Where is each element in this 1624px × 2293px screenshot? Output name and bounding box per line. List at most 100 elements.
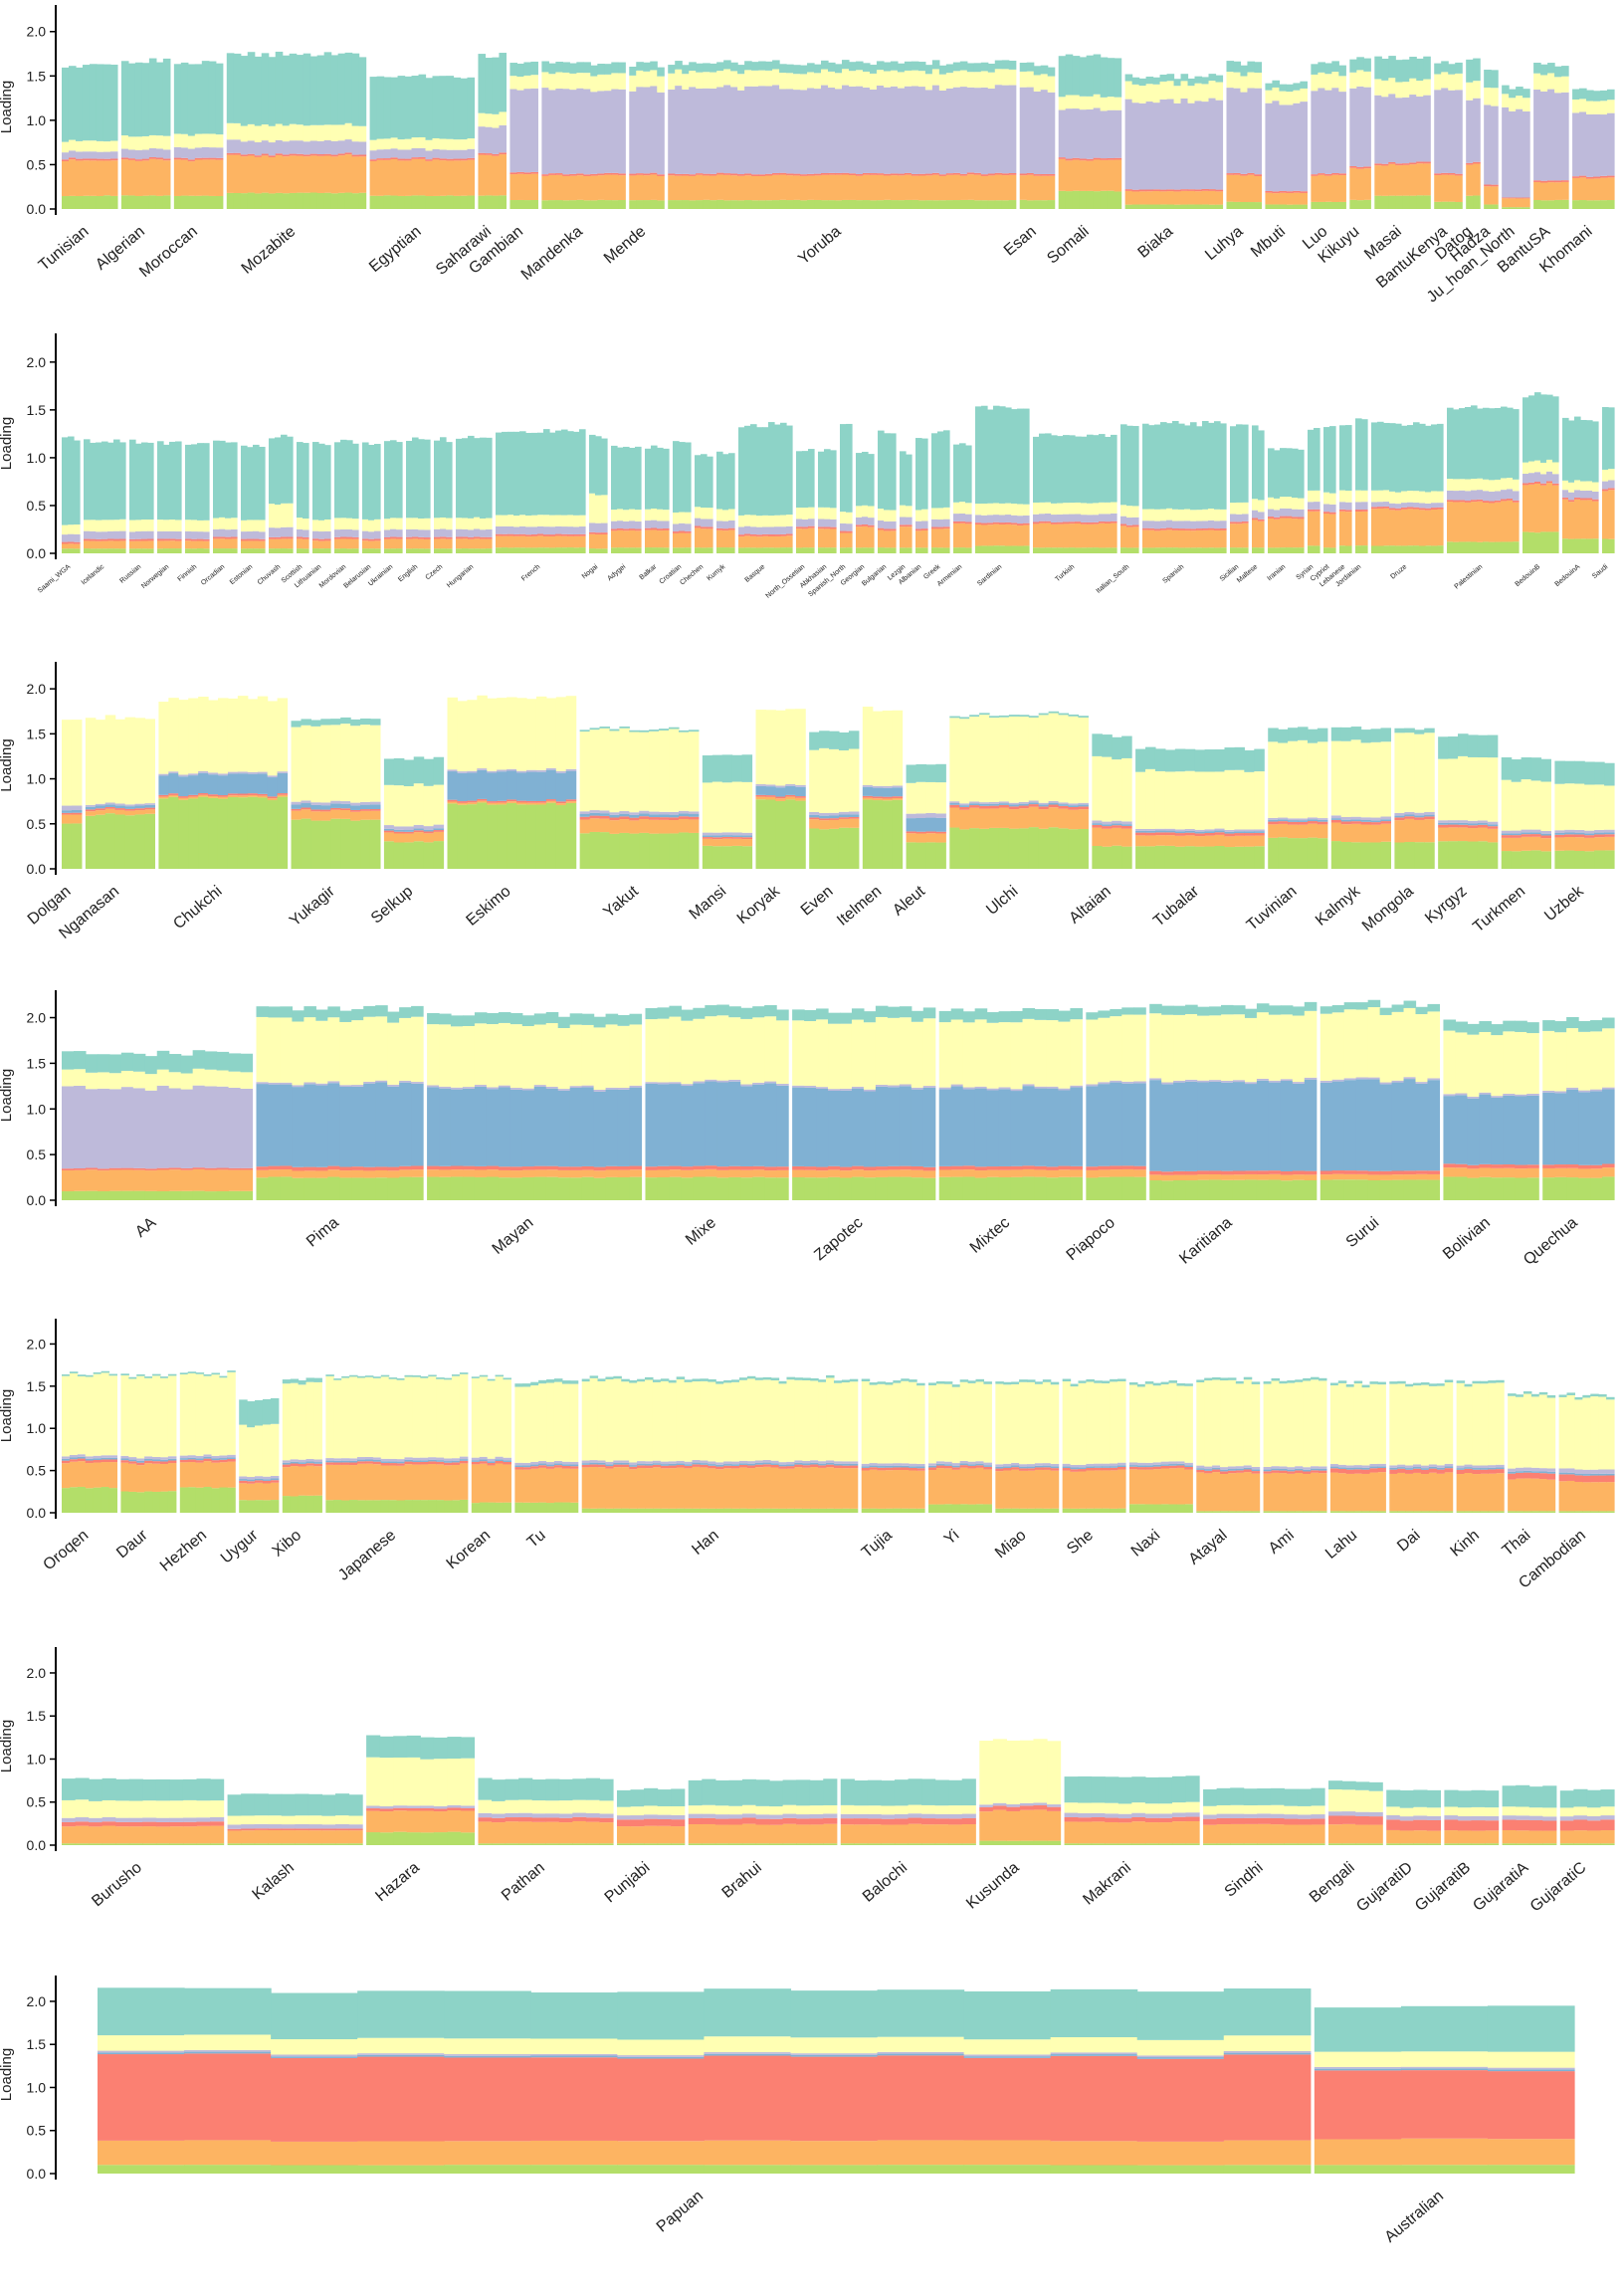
bar-segment bbox=[240, 125, 249, 142]
bar-segment bbox=[1028, 827, 1040, 869]
bar-segment bbox=[233, 122, 242, 140]
bar-segment bbox=[855, 174, 864, 176]
population-label: Saami_WGA bbox=[37, 563, 73, 595]
population-kumyk bbox=[716, 451, 735, 553]
bar-segment bbox=[62, 1069, 75, 1087]
bar-segment bbox=[1380, 819, 1392, 822]
bar-segment bbox=[1566, 1028, 1579, 1088]
bar-segment bbox=[1142, 547, 1149, 553]
bar-segment bbox=[1554, 1164, 1567, 1168]
bar-segment bbox=[462, 538, 469, 549]
bar-segment bbox=[516, 90, 524, 172]
bar-segment bbox=[1584, 784, 1595, 831]
bar-segment bbox=[163, 548, 170, 553]
bar-segment bbox=[998, 807, 1010, 828]
bar-segment bbox=[599, 818, 611, 833]
bar-segment bbox=[1455, 1032, 1468, 1094]
bar-segment bbox=[862, 797, 874, 800]
bar-segment bbox=[102, 195, 111, 209]
bar-segment bbox=[1467, 841, 1479, 869]
bar-segment bbox=[1173, 1082, 1186, 1171]
bar-segment bbox=[477, 798, 488, 801]
bar-segment bbox=[519, 533, 526, 536]
bar-segment bbox=[609, 814, 620, 818]
bar-segment bbox=[159, 1376, 169, 1378]
bar-segment bbox=[423, 831, 435, 834]
bar-segment bbox=[213, 518, 220, 529]
bar-segment bbox=[82, 195, 91, 209]
bar-segment bbox=[509, 89, 518, 173]
bar-segment bbox=[764, 1004, 777, 1017]
bar-segment bbox=[225, 536, 232, 539]
bar-segment bbox=[1121, 825, 1132, 829]
bar-segment bbox=[1230, 523, 1237, 548]
bar-segment bbox=[987, 173, 996, 176]
bar-segment bbox=[84, 520, 91, 531]
bar-segment bbox=[360, 725, 371, 802]
bar-segment bbox=[917, 62, 926, 72]
bar-segment bbox=[167, 1373, 177, 1376]
bar-segment bbox=[185, 444, 192, 521]
bar-segment bbox=[816, 1008, 829, 1020]
bar-segment bbox=[1552, 531, 1559, 553]
bar-segment bbox=[1173, 191, 1182, 205]
bar-segment bbox=[68, 533, 75, 542]
bar-segment bbox=[393, 829, 405, 832]
bar-segment bbox=[872, 796, 884, 799]
bar-segment bbox=[776, 1084, 789, 1086]
y-axis-title: Loading bbox=[0, 1389, 15, 1442]
bar-segment bbox=[635, 521, 642, 529]
bar-segment bbox=[1318, 62, 1325, 73]
bar-segment bbox=[509, 1170, 523, 1178]
bar-segment bbox=[1586, 490, 1593, 499]
bar-segment bbox=[1574, 416, 1581, 481]
bar-segment bbox=[120, 1491, 129, 1513]
bar-segment bbox=[1516, 198, 1523, 208]
bar-segment bbox=[1586, 101, 1594, 114]
bar-segment bbox=[1121, 1007, 1134, 1015]
bar-segment bbox=[1568, 500, 1575, 503]
bar-segment bbox=[1254, 835, 1265, 847]
bar-segment bbox=[1026, 71, 1035, 88]
bar-segment bbox=[201, 133, 210, 147]
bar-segment bbox=[297, 536, 304, 539]
bar-segment bbox=[255, 1399, 264, 1426]
bar-segment bbox=[678, 832, 690, 869]
bar-segment bbox=[303, 538, 309, 549]
population-armenian bbox=[953, 443, 972, 553]
bar-segment bbox=[969, 717, 980, 802]
bar-segment bbox=[1258, 519, 1265, 521]
bar-segment bbox=[316, 192, 325, 209]
bar-segment bbox=[521, 1088, 535, 1091]
bar-segment bbox=[1018, 805, 1030, 809]
bar-segment bbox=[399, 1169, 412, 1177]
bar-segment bbox=[339, 1021, 352, 1086]
bar-segment bbox=[446, 76, 455, 139]
bar-segment bbox=[334, 529, 341, 537]
bar-segment bbox=[237, 696, 249, 772]
bar-segment bbox=[649, 833, 660, 869]
bar-segment bbox=[1374, 195, 1382, 209]
bar-segment bbox=[363, 1083, 376, 1167]
bar-segment bbox=[267, 800, 279, 869]
bar-segment bbox=[1467, 1164, 1480, 1169]
bar-segment bbox=[439, 195, 448, 209]
bar-segment bbox=[1448, 841, 1459, 869]
bar-segment bbox=[611, 445, 618, 511]
bar-segment bbox=[282, 125, 291, 142]
bar-segment bbox=[1138, 191, 1147, 205]
bar-segment bbox=[1197, 1170, 1210, 1175]
y-tick-label: 2.0 bbox=[27, 354, 47, 370]
bar-segment bbox=[309, 56, 318, 125]
bar-segment bbox=[1515, 1096, 1527, 1165]
bar-segment bbox=[1431, 424, 1438, 492]
bar-segment bbox=[645, 448, 652, 510]
bar-segment bbox=[418, 548, 425, 553]
bar-segment bbox=[268, 1017, 282, 1083]
bar-segment bbox=[344, 154, 353, 193]
bar-segment bbox=[629, 1024, 643, 1086]
bar-segment bbox=[752, 1006, 765, 1018]
bar-segment bbox=[723, 69, 731, 86]
bar-segment bbox=[657, 92, 665, 175]
population-mbuti bbox=[1265, 80, 1308, 209]
